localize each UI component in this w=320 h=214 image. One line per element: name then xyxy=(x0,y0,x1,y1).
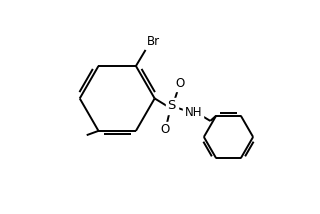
Text: O: O xyxy=(176,77,185,90)
Text: S: S xyxy=(168,100,176,112)
Text: Br: Br xyxy=(147,35,160,48)
Text: O: O xyxy=(161,123,170,136)
Text: NH: NH xyxy=(184,106,202,119)
